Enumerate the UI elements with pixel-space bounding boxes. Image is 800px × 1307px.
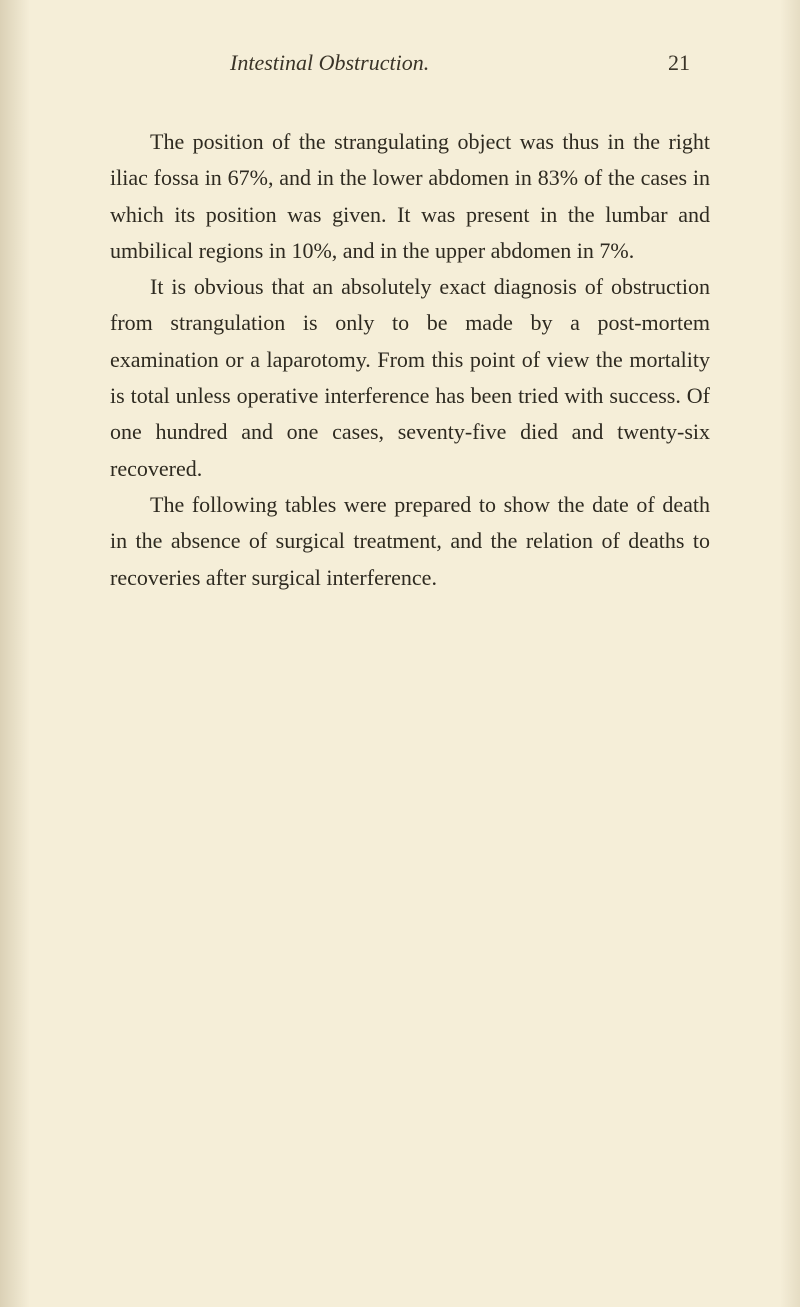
page-container: Intestinal Obstruction. 21 The position …	[0, 0, 800, 1307]
paragraph-3: The following tables were prepared to sh…	[110, 487, 710, 596]
page-number: 21	[668, 50, 690, 76]
body-text: The position of the strangulating object…	[110, 124, 710, 596]
page-header: Intestinal Obstruction. 21	[110, 50, 710, 76]
running-title: Intestinal Obstruction.	[230, 50, 429, 76]
paragraph-2: It is obvious that an absolutely exact d…	[110, 269, 710, 487]
paragraph-1: The position of the strangulating object…	[110, 124, 710, 269]
